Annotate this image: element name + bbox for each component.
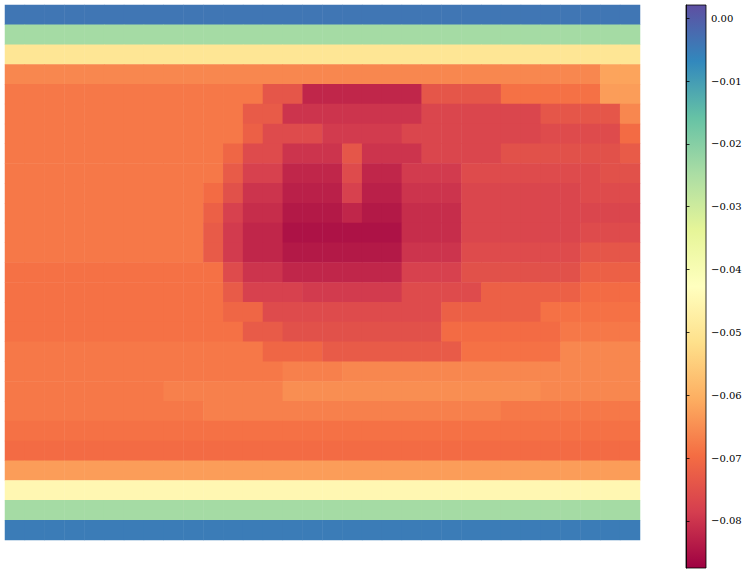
svg-text:−0.01: −0.01 [711,76,742,87]
svg-text:−0.07: −0.07 [711,453,742,464]
svg-text:−0.08: −0.08 [711,515,742,526]
svg-text:−0.03: −0.03 [711,201,742,212]
svg-text:0.00: 0.00 [711,13,733,24]
svg-text:−0.05: −0.05 [711,327,742,338]
svg-text:−0.04: −0.04 [711,264,742,275]
svg-text:−0.06: −0.06 [711,390,742,401]
svg-text:−0.02: −0.02 [711,138,742,149]
